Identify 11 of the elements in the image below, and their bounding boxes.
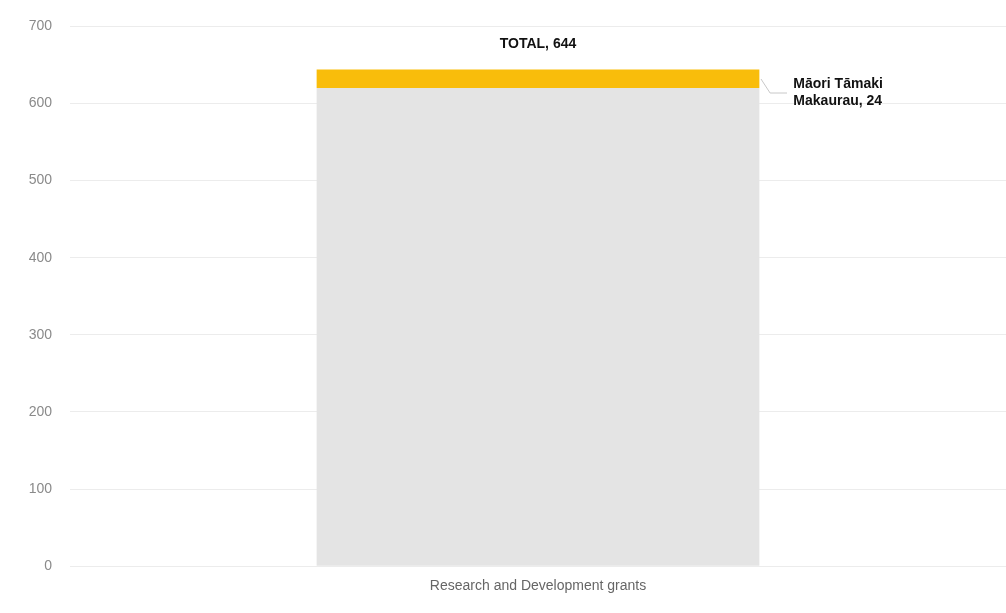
total-label: TOTAL, 644: [499, 35, 577, 52]
y-tick-label: 400: [28, 248, 53, 265]
y-tick-label: 300: [28, 325, 53, 342]
y-tick-label: 0: [44, 557, 53, 574]
data-label: Māori Tāmaki Makaurau, 24: [793, 75, 883, 109]
y-tick-label: 100: [28, 479, 53, 496]
y-tick-label: 700: [28, 17, 53, 34]
y-tick-label: 600: [28, 94, 53, 111]
y-tick-label: 200: [28, 402, 53, 419]
y-tick-label: 500: [28, 171, 53, 188]
x-tick-label: Research and Development grants: [429, 577, 647, 594]
